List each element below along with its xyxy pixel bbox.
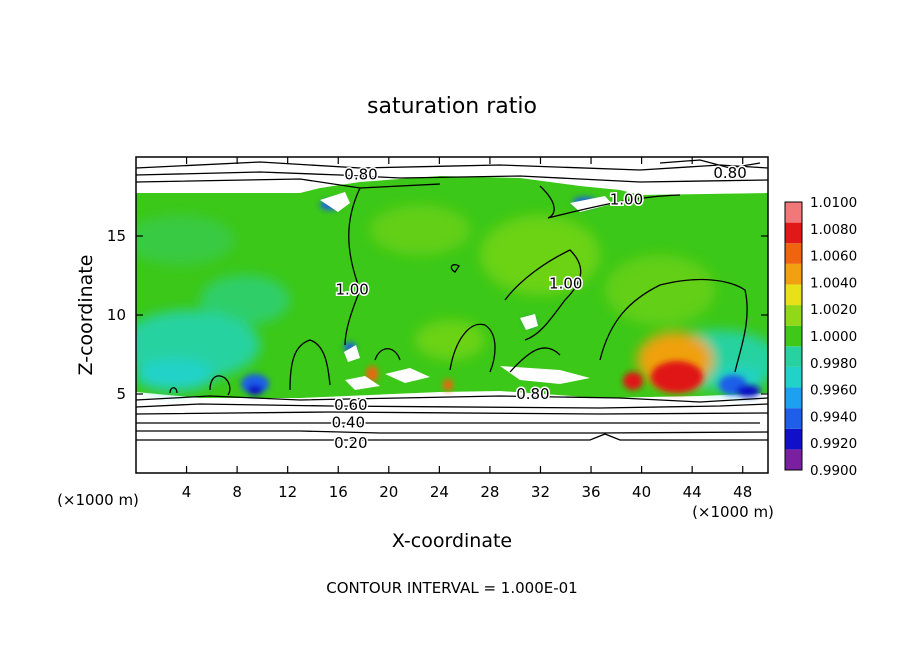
contour-label: 0.20 bbox=[334, 434, 367, 452]
colorbar-swatch bbox=[785, 202, 802, 223]
y-axis-ticks: 5 10 15 bbox=[107, 227, 768, 403]
colorbar-label: 1.0100 bbox=[810, 195, 857, 211]
x-tick-label: 32 bbox=[531, 483, 550, 501]
colorbar-label: 0.9960 bbox=[810, 383, 857, 399]
x-tick-label: 48 bbox=[733, 483, 752, 501]
x-unit-left: (×1000 m) bbox=[57, 491, 139, 509]
saturation-field bbox=[136, 176, 768, 398]
colorbar-swatch bbox=[785, 387, 802, 409]
colorbar-swatch bbox=[785, 408, 802, 429]
chart-title: saturation ratio bbox=[367, 94, 537, 119]
colorbar-swatch bbox=[785, 346, 802, 367]
colorbar-swatch bbox=[785, 305, 802, 326]
x-tick-label: 24 bbox=[430, 483, 449, 501]
x-tick-label: 40 bbox=[632, 483, 651, 501]
contour-labels: 0.80 0.80 1.00 1.00 1.00 0.80 0.600.40 0.20 bbox=[330, 162, 748, 453]
x-tick-label: 44 bbox=[683, 483, 702, 501]
colorbar-label: 0.9920 bbox=[810, 436, 857, 452]
colorbar-label: 1.0020 bbox=[810, 302, 857, 318]
contour-label: 1.00 bbox=[610, 191, 643, 209]
x-tick-label: 16 bbox=[329, 483, 348, 501]
x-axis-ticks: 4 8 12 16 20 24 28 32 36 40 44 48 bbox=[182, 157, 752, 501]
colorbar-label: 0.9940 bbox=[810, 409, 857, 425]
colorbar-label: 0.9900 bbox=[810, 463, 857, 479]
plot-area bbox=[136, 157, 768, 473]
colorbar-swatch bbox=[785, 243, 802, 264]
y-tick-label: 10 bbox=[107, 306, 126, 324]
contour-label: 1.00 bbox=[549, 274, 582, 292]
contour-interval-note: CONTOUR INTERVAL = 1.000E-01 bbox=[326, 579, 577, 597]
contour-label: 0.80 bbox=[344, 165, 377, 183]
contour-label: 0.80 bbox=[516, 385, 549, 403]
contour-label: 1.00 bbox=[335, 281, 368, 299]
x-unit-right: (×1000 m) bbox=[692, 503, 774, 521]
colorbar-swatch bbox=[785, 325, 802, 347]
contour-label: 0.60 bbox=[334, 396, 367, 414]
colorbar: 0.9900 0.9920 0.9940 0.9960 0.9980 1.0000 1.00… bbox=[784, 195, 857, 479]
colorbar-label: 1.0000 bbox=[810, 329, 857, 345]
colorbar-swatch bbox=[785, 284, 802, 306]
colorbar-label: 0.9980 bbox=[810, 356, 857, 372]
colorbar-swatch bbox=[785, 222, 802, 244]
y-axis-label: Z-coordinate bbox=[75, 255, 97, 376]
contour-label: 0.80 bbox=[713, 164, 746, 182]
colorbar-frame bbox=[784, 201, 803, 471]
colorbar-label: 1.0040 bbox=[810, 275, 857, 291]
x-tick-label: 36 bbox=[581, 483, 600, 501]
x-tick-label: 12 bbox=[278, 483, 297, 501]
colorbar-swatch bbox=[785, 366, 802, 388]
x-axis-label: X-coordinate bbox=[392, 530, 512, 552]
x-tick-label: 8 bbox=[232, 483, 242, 501]
x-tick-label: 28 bbox=[480, 483, 499, 501]
x-tick-label: 4 bbox=[182, 483, 192, 501]
colorbar-swatch bbox=[785, 263, 802, 285]
colorbar-label: 1.0060 bbox=[810, 249, 857, 265]
contour-label: 0.40 bbox=[332, 413, 365, 431]
x-tick-label: 20 bbox=[379, 483, 398, 501]
y-tick-label: 15 bbox=[107, 227, 126, 245]
y-tick-label: 5 bbox=[116, 385, 126, 403]
contour-lines bbox=[136, 159, 768, 441]
subsaturated-patches bbox=[320, 192, 612, 390]
colorbar-swatch bbox=[785, 428, 802, 450]
colorbar-label: 1.0080 bbox=[810, 222, 857, 238]
colorbar-swatch bbox=[785, 449, 802, 470]
